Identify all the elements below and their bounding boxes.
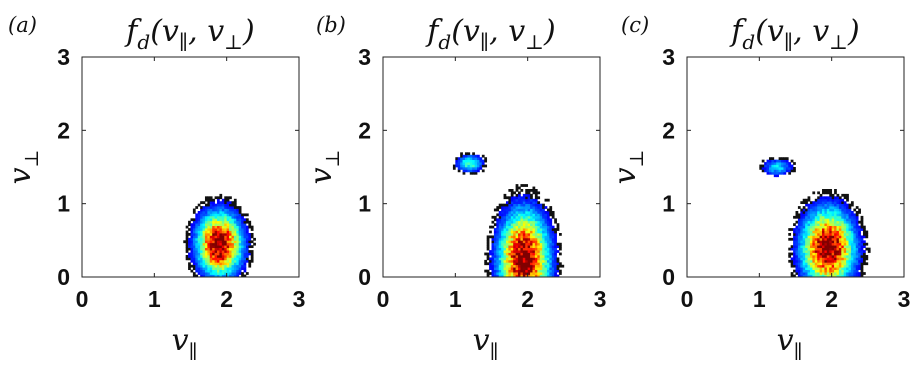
x-tick-label: 1 <box>449 286 462 312</box>
heatmap-cells <box>183 193 256 278</box>
x-tick-label: 0 <box>76 286 89 312</box>
x-axis-label: v∥ <box>473 323 499 363</box>
y-axis-label: v⊥ <box>304 150 344 185</box>
panel-1: (a) fd(v∥, v⊥) 0 1 2 3 0 1 2 3 v∥ v⊥ <box>3 13 305 363</box>
heatmap-cells <box>452 152 565 278</box>
x-tick-label: 2 <box>220 286 233 312</box>
panel-3: (c) fd(v∥, v⊥) 0 1 2 3 0 1 2 3 v∥ v⊥ <box>608 13 910 363</box>
y-tick-label: 0 <box>662 264 675 290</box>
y-tick-label: 3 <box>57 44 70 70</box>
x-tick-label: 3 <box>898 286 911 312</box>
panel-label: (b) <box>316 13 346 37</box>
y-tick-label: 3 <box>662 44 675 70</box>
y-tick-label: 3 <box>358 44 371 70</box>
x-tick-label: 1 <box>148 286 161 312</box>
y-axis-label: v⊥ <box>3 150 43 185</box>
panel-label: (a) <box>8 13 37 37</box>
y-tick-label: 0 <box>358 264 371 290</box>
y-tick-label: 2 <box>662 117 675 143</box>
axes-frame <box>686 56 905 278</box>
x-tick-label: 0 <box>377 286 390 312</box>
y-tick-label: 1 <box>57 191 70 217</box>
x-tick-label: 3 <box>594 286 607 312</box>
panel-label: (c) <box>621 13 649 37</box>
y-tick-label: 0 <box>57 264 70 290</box>
chart-title: fd(v∥, v⊥) <box>425 14 555 54</box>
axes-frame <box>382 56 601 278</box>
chart-title: fd(v∥, v⊥) <box>124 14 254 54</box>
x-tick-label: 0 <box>681 286 694 312</box>
chart-title: fd(v∥, v⊥) <box>729 14 859 54</box>
y-axis-label: v⊥ <box>608 150 648 185</box>
x-tick-label: 1 <box>753 286 766 312</box>
y-tick-label: 1 <box>358 191 371 217</box>
y-tick-label: 2 <box>358 117 371 143</box>
x-tick-label: 2 <box>825 286 838 312</box>
y-tick-label: 1 <box>662 191 675 217</box>
x-tick-label: 2 <box>521 286 534 312</box>
heatmap-cells <box>759 157 871 278</box>
axes-frame <box>81 56 300 278</box>
x-axis-label: v∥ <box>777 323 803 363</box>
x-axis-label: v∥ <box>172 323 198 363</box>
x-tick-label: 3 <box>293 286 306 312</box>
panel-2: (b) fd(v∥, v⊥) 0 1 2 3 0 1 2 3 v∥ v⊥ <box>304 13 606 363</box>
y-tick-label: 2 <box>57 117 70 143</box>
